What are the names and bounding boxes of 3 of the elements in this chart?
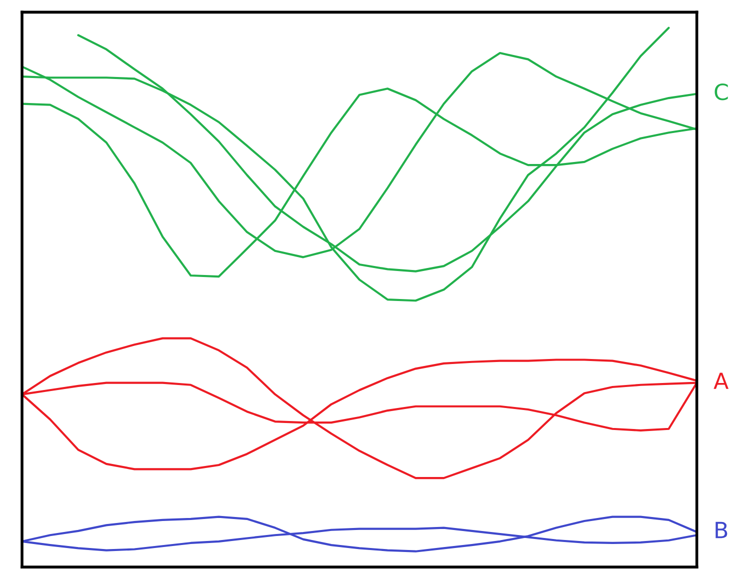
series-label: A — [714, 372, 729, 389]
series-label: C — [714, 84, 728, 100]
series-label: B — [716, 522, 728, 538]
